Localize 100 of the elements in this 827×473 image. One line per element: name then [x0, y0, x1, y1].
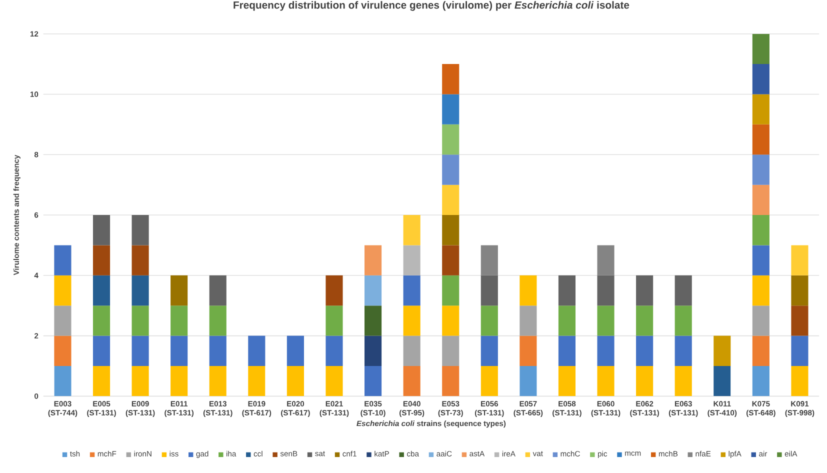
bar: [597, 245, 614, 276]
bar: [364, 275, 382, 306]
bar: [480, 306, 498, 336]
bar: [54, 275, 72, 306]
bar: [636, 366, 654, 396]
bar: [170, 336, 188, 366]
bar: [326, 275, 343, 306]
bar: [520, 336, 537, 366]
bar: [674, 336, 692, 366]
bar: [442, 124, 460, 155]
bar: [752, 366, 770, 396]
bar: [403, 366, 420, 396]
bar: [170, 306, 188, 336]
bar: [403, 275, 420, 306]
bar: [442, 184, 460, 216]
bar: [791, 336, 808, 366]
bar: [752, 34, 770, 64]
bar: [480, 275, 498, 306]
bar: [442, 366, 460, 396]
chart-title: Frequency distribution of virulence genes (virulome) per Escherichia coli isolate: [234, 1, 630, 11]
bar: [558, 306, 576, 336]
bar: [752, 215, 770, 246]
bar: [558, 275, 576, 306]
bar: [714, 336, 731, 366]
bar: [364, 366, 382, 396]
bar: [286, 366, 304, 396]
bar: [92, 366, 110, 396]
bar: [132, 245, 149, 276]
bar: [442, 154, 460, 185]
bar: [442, 306, 460, 336]
bar: [92, 275, 110, 306]
bar: [286, 336, 304, 366]
bar: [442, 275, 460, 306]
bar: [597, 306, 614, 336]
bar: [442, 336, 460, 366]
bar: [558, 336, 576, 366]
bar: [403, 215, 420, 246]
bar: [752, 94, 770, 124]
bar: [714, 366, 731, 396]
bar: [403, 306, 420, 336]
bar: [92, 336, 110, 366]
bar: [209, 275, 226, 306]
bar: [326, 336, 343, 366]
bar: [209, 366, 226, 396]
bar: [442, 94, 460, 124]
bar: [674, 306, 692, 336]
bar: [674, 275, 692, 306]
bar: [520, 306, 537, 336]
bar: [791, 275, 808, 306]
bar: [636, 275, 654, 306]
bar: [752, 184, 770, 216]
bar: [791, 366, 808, 396]
bar: [132, 306, 149, 336]
bar: [54, 336, 72, 366]
bar: [636, 306, 654, 336]
bar: [132, 215, 149, 246]
bar: [364, 245, 382, 276]
bar: [326, 366, 343, 396]
bar: [248, 366, 266, 396]
bar: [480, 245, 498, 276]
bar: [364, 336, 382, 366]
bar: [403, 336, 420, 366]
bar: [132, 275, 149, 306]
bar: [752, 154, 770, 185]
bar: [326, 306, 343, 336]
bar: [636, 336, 654, 366]
bar: [752, 275, 770, 306]
bar: [403, 245, 420, 276]
bar: [752, 306, 770, 336]
bar: [132, 336, 149, 366]
bar: [442, 64, 460, 94]
bar: [558, 366, 576, 396]
bar: [520, 366, 537, 396]
bar: [597, 275, 614, 306]
bar: [132, 366, 149, 396]
bar: [364, 306, 382, 336]
bar: [480, 366, 498, 396]
bar: [92, 306, 110, 336]
bar: [791, 306, 808, 336]
bar: [752, 64, 770, 94]
bar: [54, 245, 72, 276]
bar: [442, 215, 460, 246]
bar: [209, 336, 226, 366]
bar: [92, 215, 110, 246]
bar: [752, 245, 770, 276]
bar: [92, 245, 110, 276]
bar: [54, 366, 72, 396]
bar: [170, 366, 188, 396]
bar: [248, 336, 266, 366]
bar: [791, 245, 808, 276]
bar: [480, 336, 498, 366]
bar: [674, 366, 692, 396]
bar: [209, 306, 226, 336]
bar: [752, 336, 770, 366]
bar: [442, 245, 460, 276]
bar: [520, 275, 537, 306]
bar: [597, 366, 614, 396]
bar: [170, 275, 188, 306]
bar: [752, 124, 770, 155]
bar: [597, 336, 614, 366]
